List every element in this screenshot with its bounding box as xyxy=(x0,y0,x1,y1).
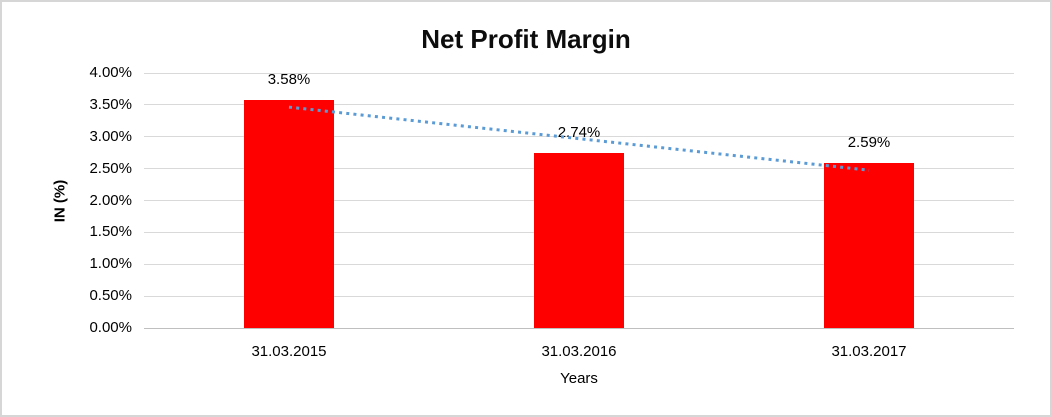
bar-value-label: 2.74% xyxy=(557,124,601,142)
y-tick-label: 3.00% xyxy=(89,127,132,145)
gridline xyxy=(144,104,1014,106)
y-tick-label: 0.00% xyxy=(89,319,132,336)
y-tick-label: 1.00% xyxy=(89,255,132,273)
x-tick-label: 31.03.2015 xyxy=(251,343,327,360)
y-tick-label: 2.00% xyxy=(89,191,132,209)
y-tick-label: 0.50% xyxy=(89,287,132,305)
y-tick-label: 1.50% xyxy=(89,223,132,241)
y-tick-label: 4.00% xyxy=(89,64,132,81)
bar-value-label: 2.59% xyxy=(847,133,891,151)
bar-value-label: 3.58% xyxy=(267,70,311,88)
bar-31.03.2017 xyxy=(824,162,914,328)
gridline xyxy=(144,72,1014,74)
x-tick-label: 31.03.2017 xyxy=(831,343,907,360)
x-tick-label: 31.03.2016 xyxy=(541,343,617,360)
chart-title: Net Profit Margin xyxy=(421,24,631,54)
plot-area: 3.58% 2.74% 2.59% xyxy=(144,70,1014,329)
x-axis-title: Years xyxy=(560,370,598,387)
bar-31.03.2016 xyxy=(534,153,624,328)
x-axis-line xyxy=(144,327,1014,329)
bar-31.03.2015 xyxy=(244,99,334,328)
y-tick-label: 3.50% xyxy=(89,95,132,113)
y-tick-label: 2.50% xyxy=(89,159,132,177)
